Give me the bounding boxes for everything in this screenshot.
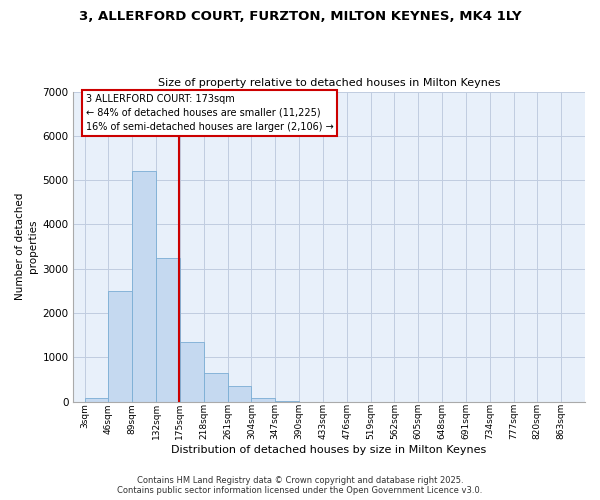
Bar (227, 386, 251, 402)
Title: Size of property relative to detached houses in Milton Keynes: Size of property relative to detached ho… (158, 78, 500, 88)
Text: 3 ALLERFORD COURT: 173sqm
← 84% of detached houses are smaller (11,225)
16% of s: 3 ALLERFORD COURT: 173sqm ← 84% of detac… (86, 94, 334, 132)
X-axis label: Distribution of detached houses by size in Milton Keynes: Distribution of detached houses by size … (171, 445, 487, 455)
Bar (180, 342, 204, 402)
Bar (204, 373, 227, 402)
Bar (156, 258, 180, 402)
Text: 3, ALLERFORD COURT, FURZTON, MILTON KEYNES, MK4 1LY: 3, ALLERFORD COURT, FURZTON, MILTON KEYN… (79, 10, 521, 23)
Bar (109, 291, 132, 402)
Bar (132, 172, 156, 402)
Bar (251, 398, 275, 402)
Y-axis label: Number of detached
properties: Number of detached properties (15, 193, 38, 300)
Bar (85, 398, 109, 402)
Text: Contains HM Land Registry data © Crown copyright and database right 2025.
Contai: Contains HM Land Registry data © Crown c… (118, 476, 482, 495)
